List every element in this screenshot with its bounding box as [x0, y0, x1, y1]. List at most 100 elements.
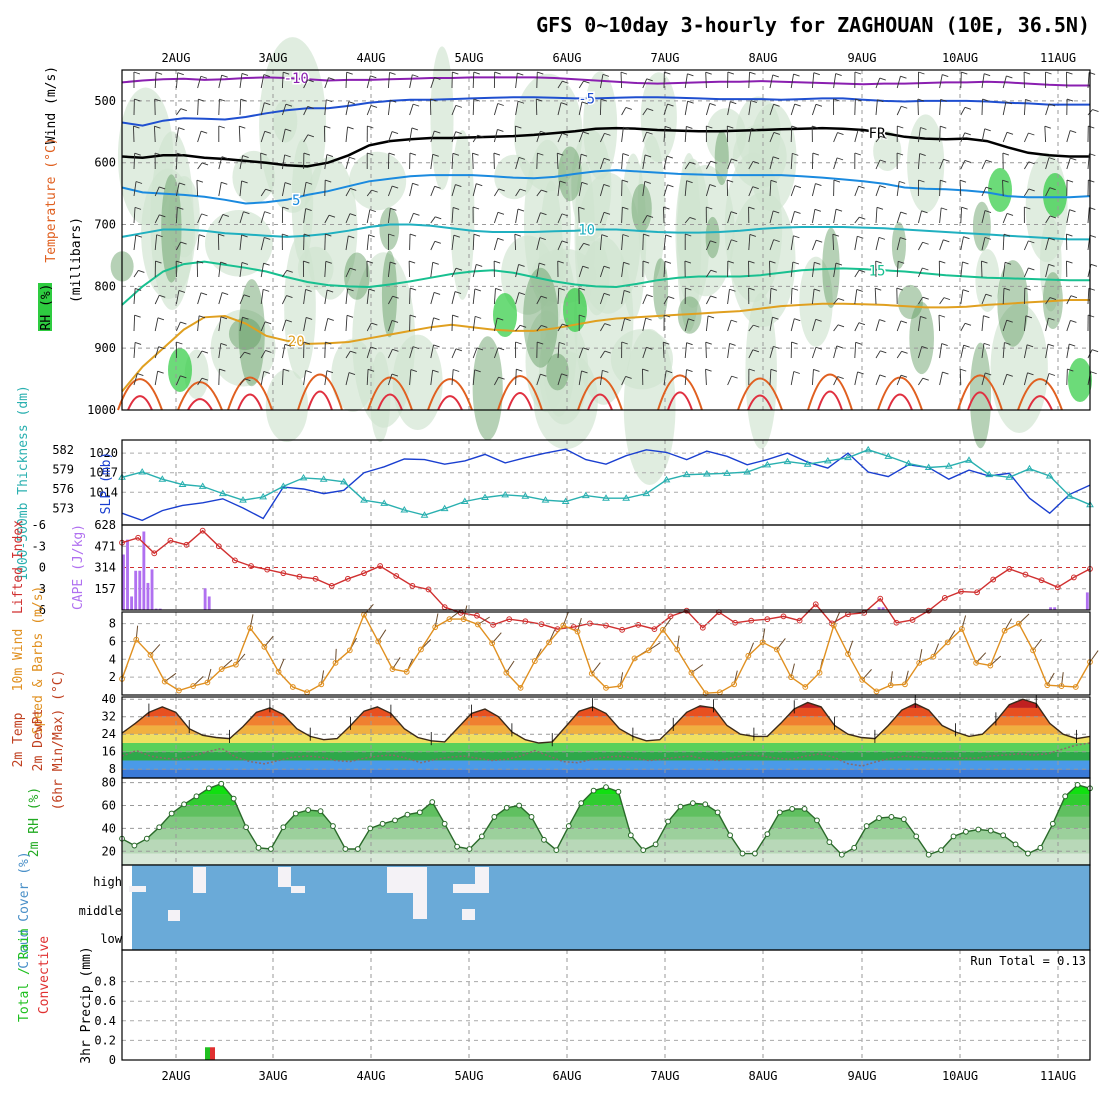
wind-barb-flag [921, 346, 928, 349]
wind-barb-flag [578, 287, 586, 291]
rh-shading [799, 256, 833, 347]
wind-barb-flag [647, 108, 654, 111]
cloud-gap [129, 886, 146, 892]
wind-barb-flag [625, 375, 632, 379]
wind-barb-flag [857, 235, 864, 239]
pressure-axis-label: (millibars) [69, 217, 84, 303]
pressure-tick-label: 1000 [87, 403, 116, 417]
temperature-contour-30 [747, 394, 773, 411]
wind-barb-flag [432, 153, 439, 157]
wind-barb-flag [134, 98, 141, 102]
wind-barb-flag [452, 71, 459, 75]
wind-barb [536, 189, 542, 197]
wind-barb [239, 317, 243, 332]
wind-barb [1045, 297, 1051, 305]
wind-barb-flag [135, 181, 143, 184]
temperature-bands [122, 699, 1090, 778]
wind-barb [960, 207, 963, 224]
wind-barb-flag [964, 106, 972, 110]
wind-barb [981, 315, 984, 332]
wind-barb-flag [1070, 320, 1077, 323]
wind-barb [1002, 132, 1008, 143]
wind-barb-flag [539, 237, 546, 241]
wind-speed-line-point [560, 622, 567, 629]
wind-barb-flag [346, 314, 354, 318]
wind-barb [515, 157, 520, 170]
wind-speed-line-point [261, 643, 268, 650]
wind-barb [281, 369, 284, 386]
wind-barb-flag [879, 159, 887, 163]
wind-barb-flag [410, 369, 418, 372]
lifted-index-line-point [425, 586, 432, 593]
wind-barb-flag [303, 233, 311, 237]
wind-barb-flag [730, 211, 738, 215]
wind-barb [1002, 234, 1005, 251]
wind-barb [282, 270, 288, 278]
wind-barb [260, 131, 266, 143]
wind-barb-flag [730, 101, 737, 105]
precip-panel: 0 0.2 0.4 0.6 0.8 Run Total = 0.13 Total / Rai… [17, 928, 1091, 1067]
wind-barb [1023, 267, 1029, 278]
rh2m-line-point [702, 801, 709, 808]
wind-barb [642, 131, 647, 143]
thickness-line-point [218, 489, 227, 497]
wind-barb-flag [196, 179, 204, 183]
wind-barb-flag [453, 234, 460, 238]
wind-barb-flag [900, 320, 908, 324]
rh-shading-high [972, 201, 991, 252]
lifted-index-line-point [619, 626, 626, 633]
cloud-layer-label: high [93, 875, 122, 889]
wind-barb [239, 351, 245, 359]
lifted-index-line-point [344, 575, 351, 582]
wind-barb-flag [159, 186, 166, 190]
wind-speed-line-point [973, 659, 980, 666]
wind-barb [345, 188, 351, 197]
wind-barb-flag [1004, 342, 1011, 345]
rh2m-line-point [603, 784, 609, 791]
wind-barb-flag [687, 73, 694, 77]
wind-barb [324, 154, 328, 170]
wind-barb [748, 100, 752, 116]
wind-barb [515, 101, 519, 116]
wind-barb [620, 72, 623, 89]
wind-barb [599, 212, 605, 224]
thickness-line-point [884, 452, 893, 459]
wind-barb-flag [200, 75, 208, 79]
rh2m-line-point [962, 828, 969, 835]
wind-barb [981, 294, 987, 305]
wind-barb [409, 183, 413, 197]
wind-barb-flag [942, 371, 949, 375]
wind-barb [260, 289, 264, 305]
wind-speed-line-point [873, 688, 880, 695]
wind-barb [896, 351, 902, 359]
rh-shading-saturated [1043, 173, 1067, 217]
wind-barb-flag [1048, 237, 1055, 241]
lifted-index-axis-label: Lifted Index [11, 520, 26, 614]
wind-barb [727, 289, 730, 305]
wind-barb-flag [198, 98, 205, 102]
wind-barb-flag [392, 185, 399, 189]
wind-barb [705, 315, 709, 332]
wind-barb [1023, 315, 1027, 332]
wind-barb [281, 72, 284, 89]
wind-barb [281, 104, 287, 116]
lifted-index-line [121, 529, 1091, 631]
wind-speed-line-point [474, 621, 481, 628]
wind-barb [960, 345, 965, 359]
thickness-tick-label: 573 [52, 502, 74, 516]
wind-barb-flag [815, 318, 822, 322]
rh-shading-high [909, 302, 934, 375]
cape-tick-label: 157 [94, 582, 116, 596]
wind-barb-flag [793, 73, 800, 77]
wind-barb-flag [624, 290, 631, 293]
rh2m-line-point [1074, 781, 1081, 788]
wind-speed-line-point [845, 651, 851, 657]
rh2m-line-point [714, 809, 721, 816]
wind-panel: 2 4 6 8 10m Wind Speed & Barbs (m/s) [11, 586, 1099, 734]
wind-speed-line-point [375, 638, 382, 645]
wind-barb-flag [1003, 287, 1011, 291]
wind-barb-flag [305, 181, 313, 185]
wind-barb-flag [264, 237, 271, 240]
rh-shading [450, 130, 475, 300]
wind-barb [218, 262, 221, 278]
